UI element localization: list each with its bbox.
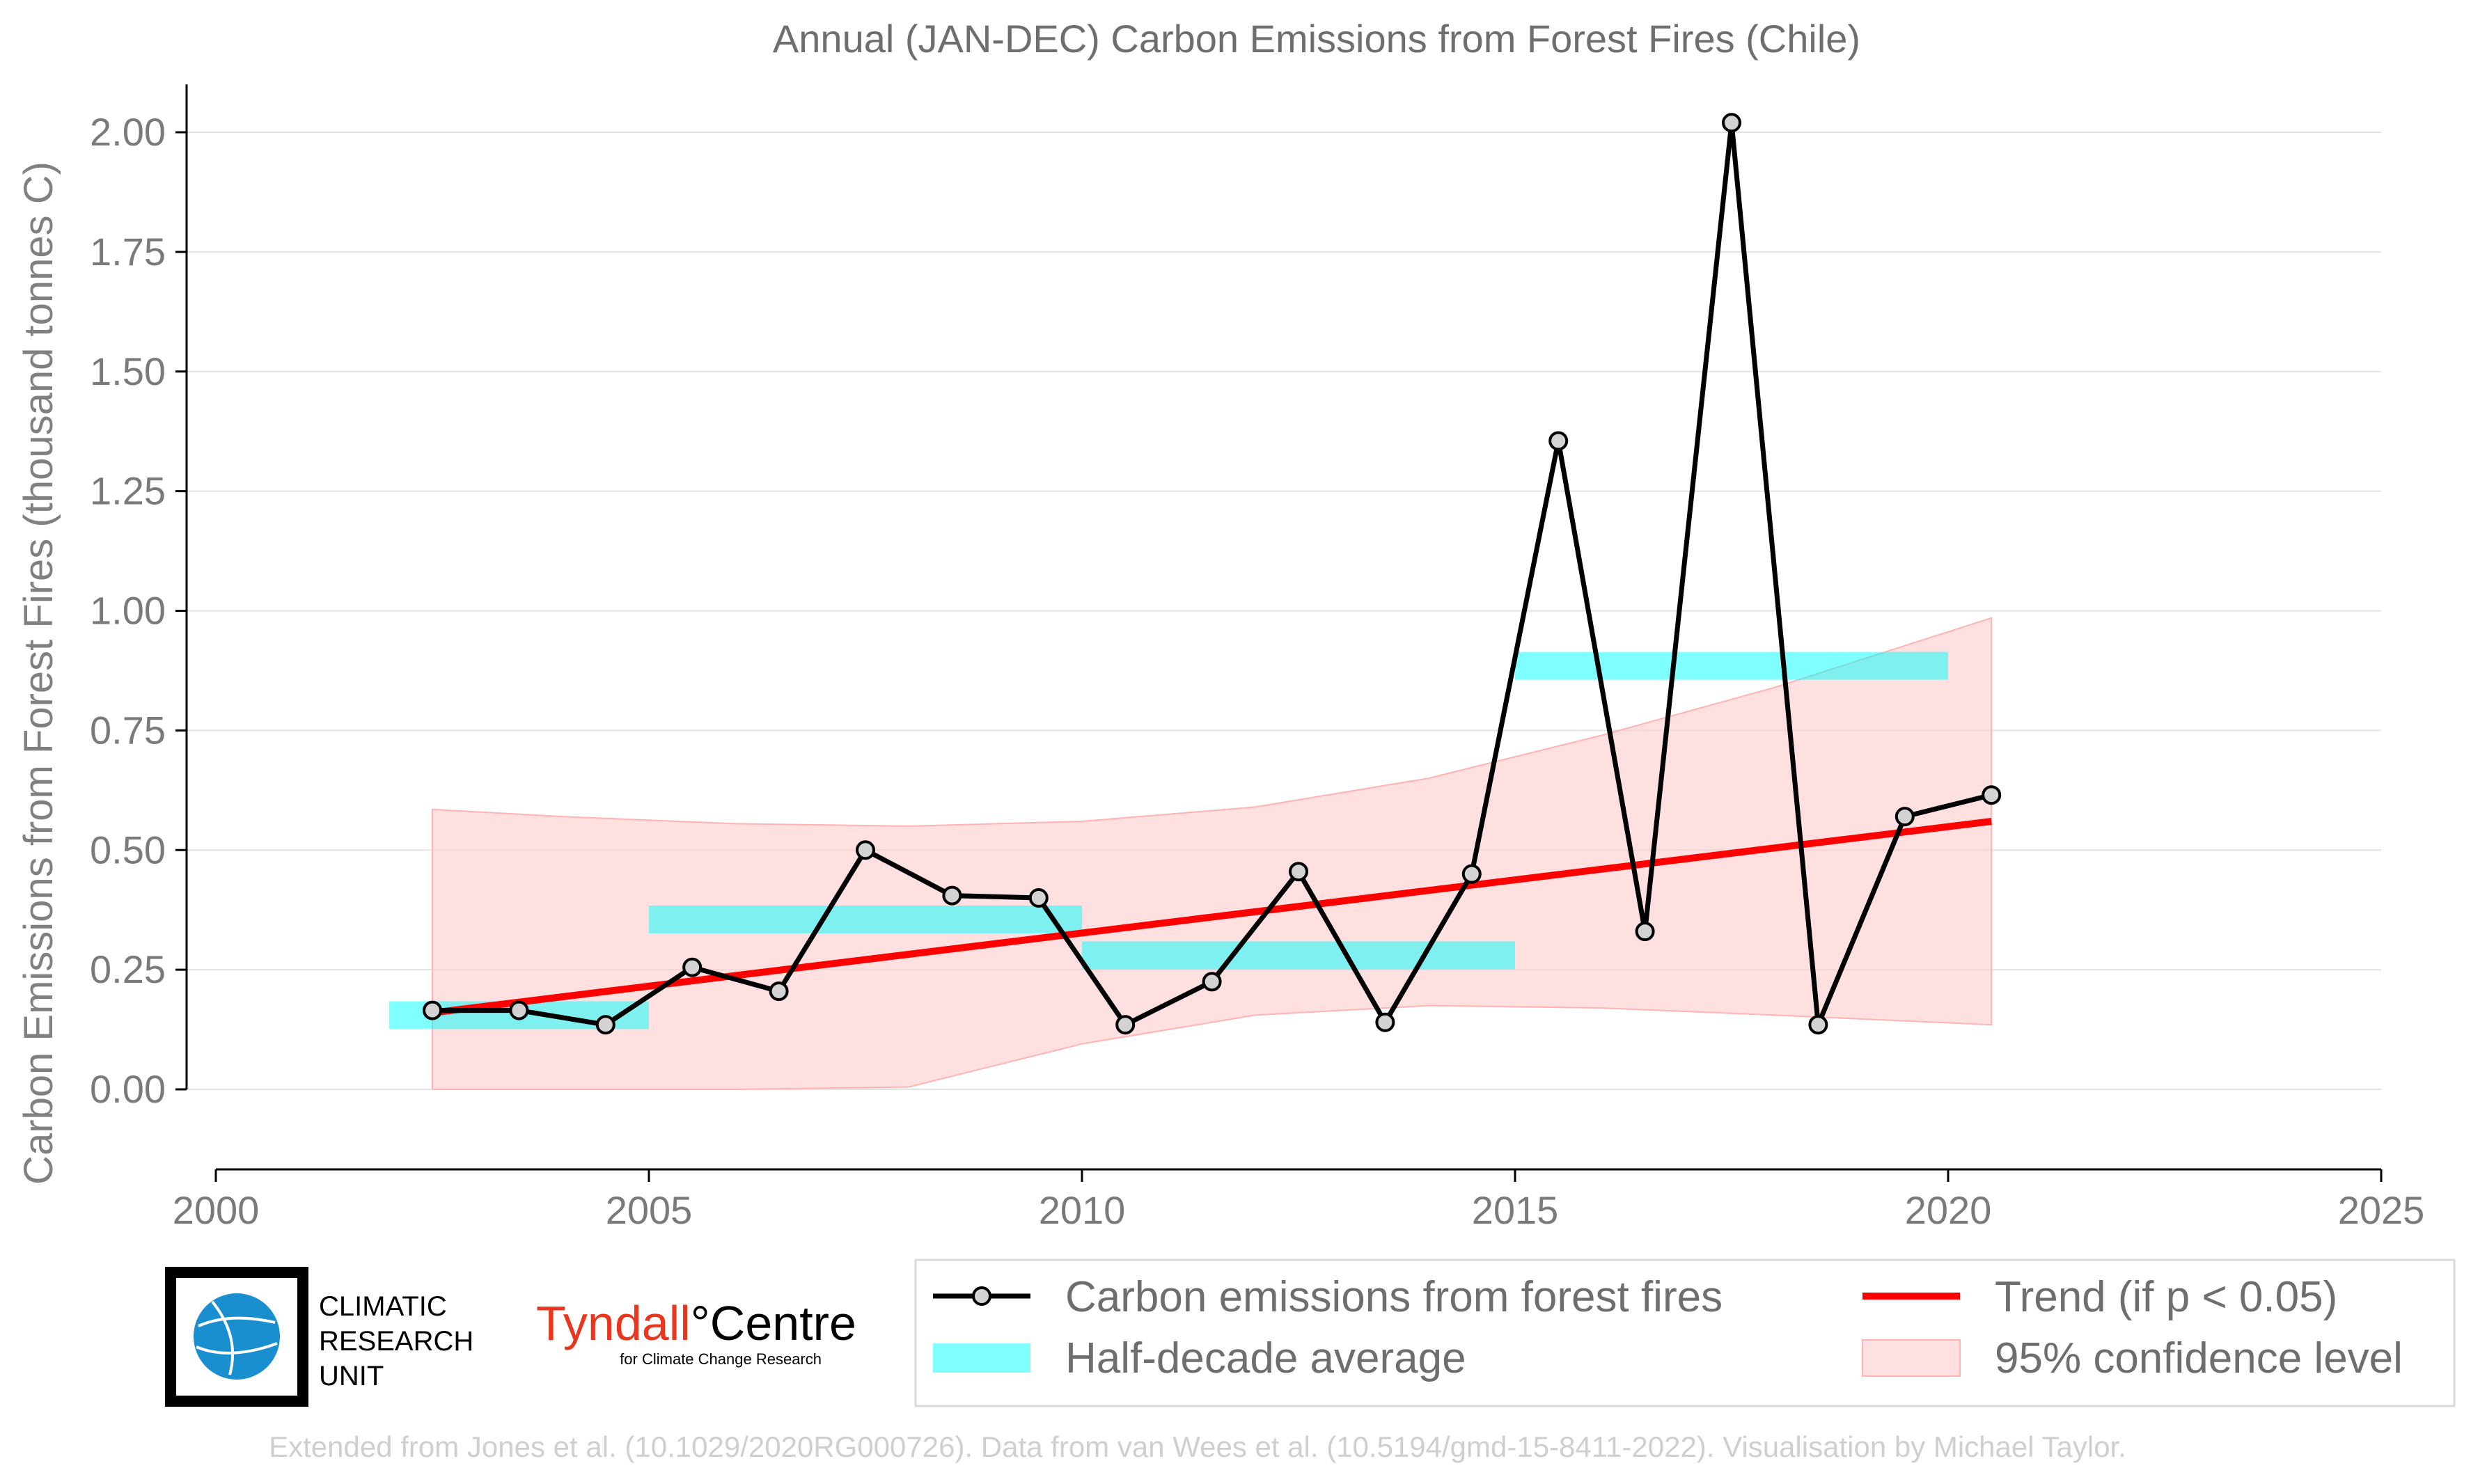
y-tick-label-3: 0.75 [90,708,166,752]
cru-text-1: CLIMATIC [319,1291,447,1322]
cru-logo: CLIMATIC RESEARCH UNIT [165,1267,473,1407]
y-tick-label-4: 1.00 [90,589,166,633]
y-tick-label-8: 2.00 [90,110,166,154]
x-tick-label-1: 2005 [606,1188,693,1232]
tyndall-title-b: °Centre [691,1296,856,1350]
data-point-0 [423,1000,442,1020]
legend-series-label: Carbon emissions from forest fires [1065,1273,1723,1321]
y-tick-label-1: 0.25 [90,947,166,991]
data-point-17 [1895,807,1915,827]
x-tick-label-4: 2020 [1905,1188,1992,1232]
data-point-6 [942,885,962,906]
tyndall-title: Tyndall°Centre [536,1296,856,1350]
data-point-4 [769,981,789,1002]
chart-title: Annual (JAN-DEC) Carbon Emissions from F… [773,17,1860,61]
x-tick-label-5: 2025 [2338,1188,2425,1232]
half-decade-bar-1 [649,905,1082,933]
data-point-2 [595,1015,615,1035]
x-tick-label-2: 2010 [1039,1188,1126,1232]
x-tick-label-3: 2015 [1472,1188,1559,1232]
legend-ci-label: 95% confidence level [1995,1334,2403,1382]
legend-ci-swatch [1862,1339,1961,1377]
legend-series-marker [972,1286,991,1306]
y-tick-label-7: 1.75 [90,230,166,274]
y-tick-label-2: 0.50 [90,828,166,871]
x-tick-label-0: 2000 [173,1188,260,1232]
half-decade-bar-3 [1515,652,1948,680]
confidence-band-layer [432,617,1993,1090]
y-tick-label-6: 1.50 [90,349,166,393]
legend-trend-label: Trend (if p < 0.05) [1995,1273,2337,1321]
data-point-16 [1808,1015,1828,1035]
trend-layer [432,818,1992,1016]
tyndall-logo: Tyndall°Centre for Climate Change Resear… [536,1296,856,1368]
data-point-15 [1722,113,1741,133]
data-point-7 [1028,888,1049,908]
y-tick-label-0: 0.00 [90,1067,166,1111]
legend-frame [914,1258,2456,1407]
cru-text-2: RESEARCH [319,1326,473,1357]
data-point-9 [1202,972,1222,992]
trend-line [432,818,1992,1016]
globe-icon [194,1293,280,1380]
data-point-5 [856,840,875,860]
data-point-14 [1635,922,1655,942]
tyndall-title-a: Tyndall [536,1296,691,1350]
x-ticks: 2000 2005 2010 2015 2020 2025 [173,1169,2425,1232]
data-point-10 [1289,862,1308,882]
series-layer [423,113,2002,1035]
half-decade-bar-2 [1082,941,1515,970]
legend-average-swatch [933,1343,1030,1373]
data-point-13 [1548,431,1569,451]
y-tick-label-5: 1.25 [90,469,166,513]
data-point-18 [1982,785,2002,805]
data-point-1 [509,1000,529,1020]
y-axis-label: Carbon Emissions from Forest Fires (thou… [16,161,61,1185]
globe-icon-lines [196,1300,278,1375]
data-point-11 [1375,1012,1395,1032]
cru-text-3: UNIT [319,1361,384,1391]
y-ticks: 0.00 0.25 0.50 0.75 1.00 1.25 1.50 1.75 2.00 [90,110,187,1111]
legend: Carbon emissions from forest fires Half-… [914,1258,2456,1407]
footer-credits: Extended from Jones et al. (10.1029/2020… [269,1430,2126,1463]
data-point-3 [682,957,703,977]
data-point-12 [1461,864,1482,884]
tyndall-subtitle: for Climate Change Research [620,1350,822,1368]
confidence-band [432,617,1993,1090]
data-point-8 [1115,1015,1136,1035]
legend-average-label: Half-decade average [1065,1334,1466,1382]
cru-logo-frame [165,1267,308,1407]
